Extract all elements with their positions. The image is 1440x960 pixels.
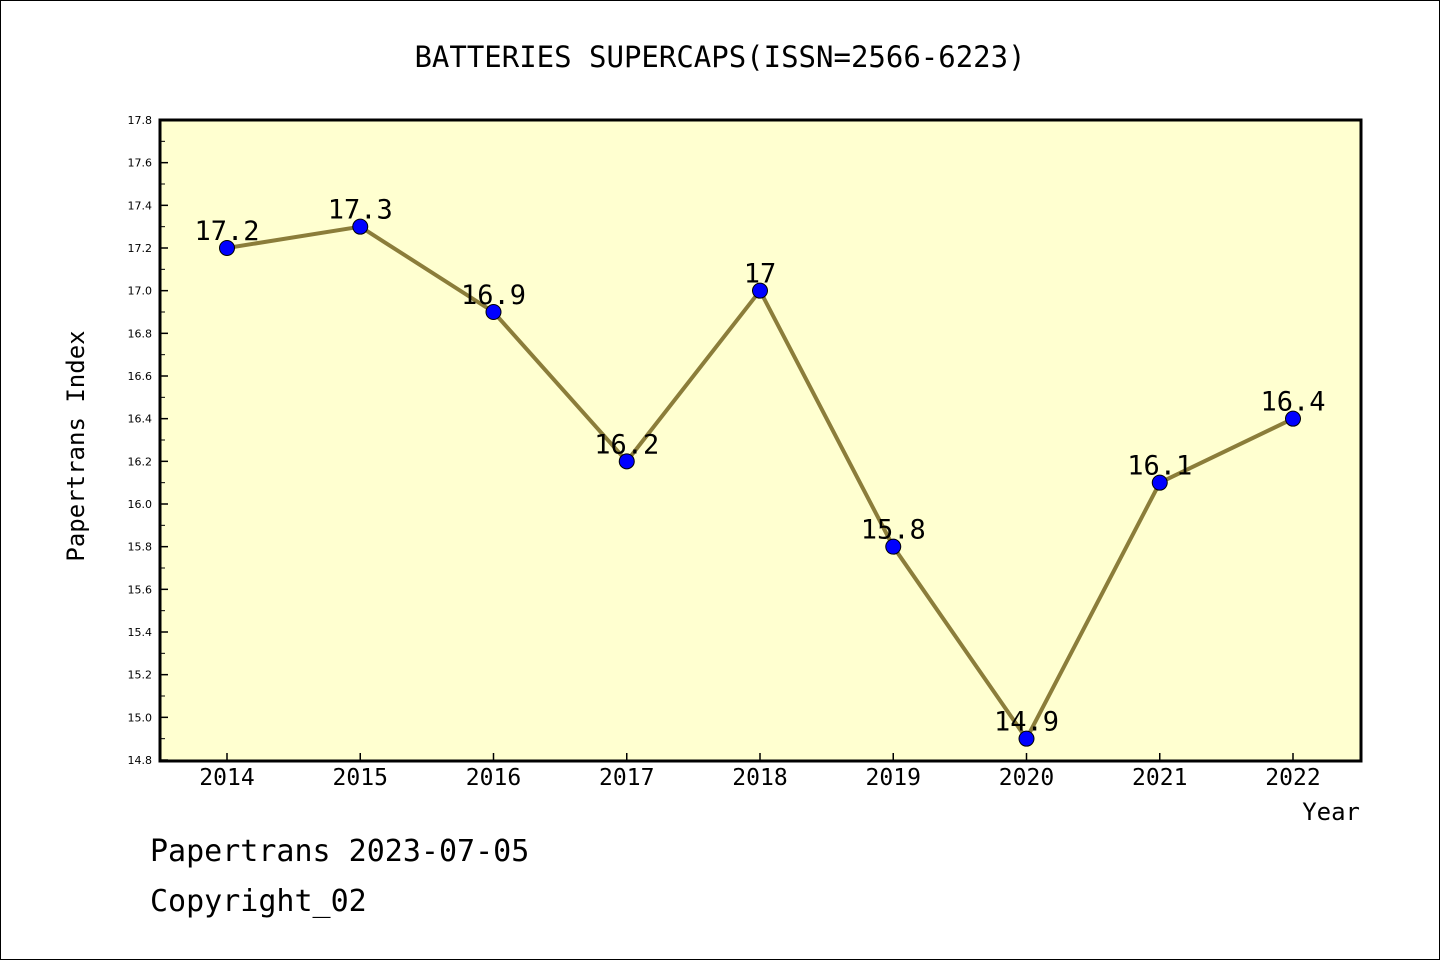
y-tick-label: 16.8 <box>128 327 153 340</box>
data-label: 16.2 <box>594 429 659 460</box>
data-point <box>618 453 635 470</box>
data-label: 16.4 <box>1260 387 1325 418</box>
data-point <box>1151 474 1168 491</box>
y-axis: 14.8 15.0 15.2 15.4 15.6 15.8 16.0 16.2 16.4 16.6… <box>128 114 168 767</box>
data-point <box>885 538 902 555</box>
data-label: 17 <box>744 259 777 290</box>
y-tick-label: 15.8 <box>128 541 153 554</box>
x-axis-label: Year <box>1302 798 1360 826</box>
y-tick-label: 15.2 <box>128 669 153 682</box>
x-tick-label: 2021 <box>1132 765 1187 791</box>
x-tick-label: 2016 <box>466 765 521 791</box>
data-point <box>1018 730 1035 747</box>
data-label: 16.9 <box>461 280 526 311</box>
y-tick-label: 15.6 <box>128 583 153 596</box>
data-label: 17.2 <box>194 216 259 247</box>
data-label: 15.8 <box>861 515 926 546</box>
data-label: 16.1 <box>1127 451 1192 482</box>
x-tick-label: 2014 <box>199 765 254 791</box>
y-tick-label: 17.2 <box>128 242 153 255</box>
x-tick-label: 2020 <box>999 765 1054 791</box>
x-tick-label: 2017 <box>599 765 654 791</box>
y-tick-label: 17.6 <box>128 157 153 170</box>
y-tick-label: 14.8 <box>128 754 153 767</box>
footer-copyright: Copyright_02 <box>150 884 367 919</box>
y-tick-label: 17.4 <box>128 199 153 212</box>
y-tick-label: 15.0 <box>128 711 153 724</box>
data-point <box>485 304 502 320</box>
y-tick-label: 16.2 <box>128 455 153 468</box>
x-tick-label: 2022 <box>1265 765 1320 791</box>
x-tick-label: 2018 <box>732 765 787 791</box>
y-tick-label: 16.4 <box>128 413 153 426</box>
chart-title: BATTERIES SUPERCAPS(ISSN=2566-6223) <box>414 40 1025 74</box>
footer-date: Papertrans 2023-07-05 <box>150 834 530 869</box>
x-axis: 2014 2015 2016 2017 2018 2019 2020 2021 2022 <box>199 753 1321 791</box>
y-tick-label: 16.6 <box>128 370 153 383</box>
data-markers <box>219 218 1301 747</box>
data-point <box>352 218 369 235</box>
data-point <box>752 282 768 299</box>
data-label: 17.3 <box>328 195 393 226</box>
data-point <box>219 240 235 256</box>
data-point <box>1285 410 1301 427</box>
y-tick-label: 15.4 <box>128 626 153 639</box>
x-tick-label: 2015 <box>333 765 388 791</box>
y-tick-label: 17.0 <box>128 285 153 298</box>
y-axis-label: Papertrans Index <box>62 330 90 561</box>
y-tick-label: 16.0 <box>128 498 153 511</box>
data-label: 14.9 <box>994 707 1059 738</box>
data-labels: 17.2 17.3 16.9 16.2 17 15.8 14.9 16.1 16.4 <box>194 195 1325 738</box>
x-tick-label: 2019 <box>866 765 921 791</box>
y-tick-label: 17.8 <box>128 114 153 127</box>
